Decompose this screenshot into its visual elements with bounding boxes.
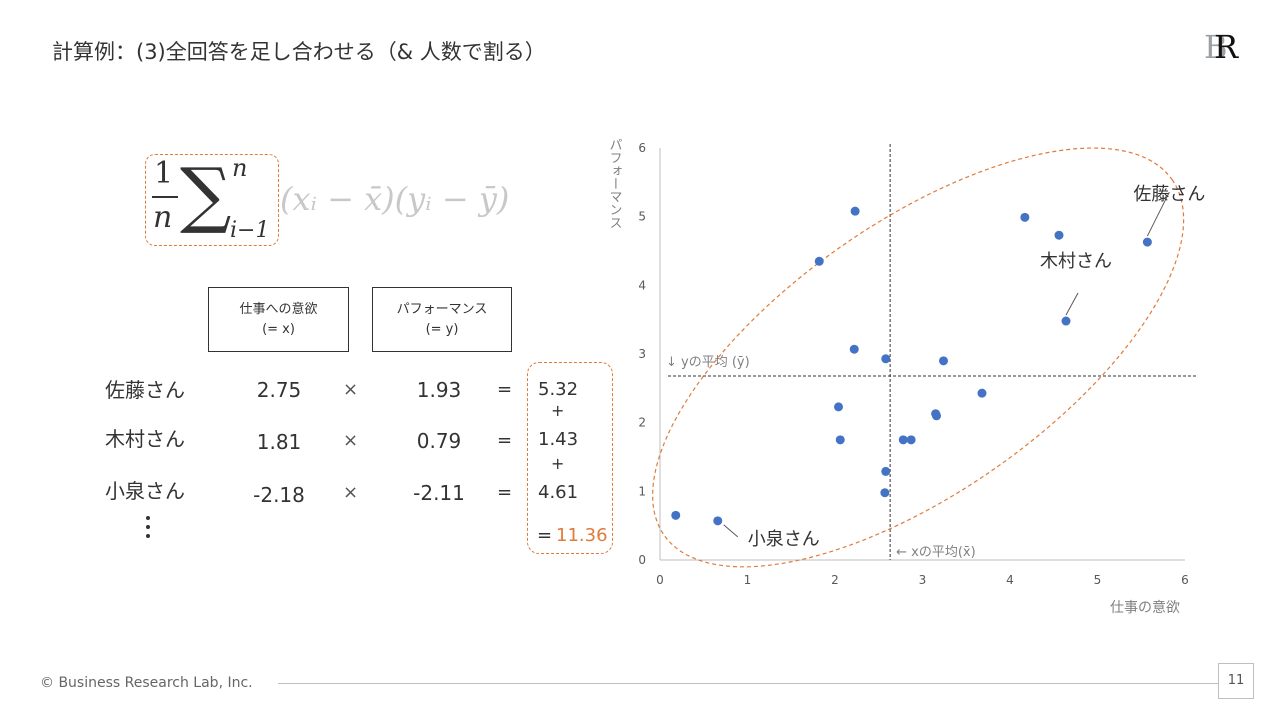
company-logo: B R — [1204, 28, 1252, 68]
data-point — [880, 488, 890, 498]
sum-lower-limit: i−1 — [230, 218, 270, 243]
y-tick-label: 0 — [638, 553, 646, 567]
header-motivation-label: 仕事への意欲 — [239, 302, 318, 317]
total-value: 11.36 — [556, 525, 608, 546]
equals-sign: = — [497, 482, 513, 503]
annotation-label: 小泉さん — [748, 529, 820, 550]
row-x-koizumi: -2.18 — [253, 483, 305, 507]
data-point — [1061, 316, 1071, 326]
product-kimura: 1.43 — [538, 429, 579, 450]
fraction-denominator: n — [153, 200, 173, 235]
x-tick-label: 4 — [1006, 573, 1014, 587]
footer-divider — [278, 683, 1218, 684]
data-point — [932, 411, 941, 421]
annotation-label: 木村さん — [1040, 251, 1112, 272]
data-ellipse — [652, 147, 1185, 568]
data-point — [898, 435, 908, 445]
data-point — [1020, 212, 1030, 222]
page-number: 11 — [1218, 663, 1254, 699]
x-tick-label: 1 — [744, 573, 752, 587]
y-tick-label: 2 — [638, 416, 646, 430]
product-sato: 5.32 — [538, 379, 579, 400]
plus-sign: + — [551, 401, 565, 420]
row-y-sato: 1.93 — [416, 378, 462, 402]
row-name-kimura: 木村さん — [105, 427, 185, 451]
y-tick-label: 4 — [638, 278, 646, 292]
data-point — [834, 402, 843, 412]
fraction-numerator: 1 — [154, 156, 174, 191]
data-point — [713, 516, 723, 526]
x-axis-label: 仕事の意欲 — [1110, 599, 1180, 616]
y-axis-label: パフォーマンス — [607, 138, 623, 229]
row-x-kimura: 1.81 — [256, 430, 302, 454]
equals-sign: = — [497, 379, 513, 400]
x-tick-label: 3 — [919, 573, 927, 587]
annotation-leader-line — [723, 524, 739, 538]
equals-sign: = — [497, 430, 513, 451]
header-motivation: 仕事への意欲 (= x) — [208, 287, 349, 352]
mean-y-label: ↓ yの平均 (ȳ) — [666, 355, 750, 370]
data-point — [671, 510, 681, 520]
y-tick-label: 6 — [638, 141, 646, 155]
more-rows-ellipsis — [140, 516, 160, 543]
total-equals-sign: = — [537, 525, 553, 546]
row-y-koizumi: -2.11 — [413, 481, 465, 505]
logo-letter-r: R — [1214, 28, 1239, 66]
data-point — [881, 466, 891, 476]
data-point — [849, 344, 859, 354]
data-point — [835, 435, 845, 445]
x-tick-label: 0 — [656, 573, 664, 587]
mean-x-label: ← xの平均(x̄) — [896, 545, 976, 560]
data-point — [906, 435, 916, 445]
y-tick-label: 3 — [638, 347, 646, 361]
data-point — [977, 388, 987, 398]
y-tick-label: 5 — [638, 210, 646, 224]
formula-highlight-box — [145, 154, 279, 246]
header-performance: パフォーマンス (= y) — [372, 287, 512, 352]
annotation-label: 佐藤さん — [1133, 184, 1205, 205]
times-sign: × — [343, 430, 359, 451]
logo-letter-b: B — [1204, 28, 1228, 66]
row-name-sato: 佐藤さん — [105, 378, 185, 402]
row-name-koizumi: 小泉さん — [105, 479, 185, 503]
header-performance-symbol: (= y) — [425, 322, 459, 337]
formula-deviation-terms: (xᵢ − x̄)(yᵢ − ȳ) — [280, 180, 510, 218]
product-koizumi: 4.61 — [538, 482, 579, 503]
result-highlight-box — [527, 362, 613, 554]
row-x-sato: 2.75 — [256, 378, 302, 402]
header-performance-label: パフォーマンス — [396, 302, 488, 317]
footer-copyright: © Business Research Lab, Inc. — [40, 675, 253, 691]
plus-sign: + — [551, 454, 565, 473]
times-sign: × — [343, 379, 359, 400]
data-point — [881, 354, 891, 364]
data-point — [1054, 230, 1064, 240]
x-tick-label: 2 — [831, 573, 839, 587]
data-point — [939, 356, 948, 366]
data-point — [850, 206, 860, 216]
x-tick-label: 6 — [1181, 573, 1189, 587]
y-tick-label: 1 — [638, 484, 646, 498]
fraction-bar — [152, 196, 178, 198]
data-point — [814, 256, 824, 266]
header-motivation-symbol: (= x) — [262, 322, 295, 337]
annotation-leader-line — [1065, 292, 1079, 316]
annotation-leader-line — [1146, 191, 1170, 237]
sigma-symbol: ∑ — [180, 152, 232, 236]
sum-upper-limit: n — [232, 154, 248, 182]
times-sign: × — [343, 482, 359, 503]
data-point — [1142, 237, 1152, 247]
row-y-kimura: 0.79 — [416, 429, 462, 453]
slide-title: 計算例：(3)全回答を足し合わせる（& 人数で割る） — [52, 40, 546, 64]
x-tick-label: 5 — [1094, 573, 1102, 587]
